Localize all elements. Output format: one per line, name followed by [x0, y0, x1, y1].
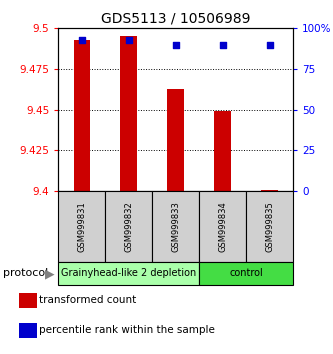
Bar: [214, 112, 231, 191]
Text: GSM999833: GSM999833: [171, 201, 180, 252]
Bar: [105, 191, 152, 262]
Bar: [199, 262, 293, 285]
Bar: [167, 88, 184, 191]
Bar: [121, 36, 137, 191]
Point: [267, 42, 272, 47]
Text: GSM999834: GSM999834: [218, 201, 227, 252]
Bar: [58, 262, 199, 285]
Point: [126, 37, 131, 42]
Point: [220, 42, 225, 47]
Point: [173, 42, 178, 47]
Text: GSM999835: GSM999835: [265, 201, 274, 252]
Text: percentile rank within the sample: percentile rank within the sample: [39, 325, 214, 335]
Text: GSM999831: GSM999831: [77, 201, 86, 252]
Bar: [199, 191, 246, 262]
Text: Grainyhead-like 2 depletion: Grainyhead-like 2 depletion: [61, 268, 196, 279]
Bar: [246, 191, 293, 262]
Text: GSM999832: GSM999832: [124, 201, 133, 252]
Bar: [152, 191, 199, 262]
Text: protocol: protocol: [3, 268, 49, 279]
Bar: [261, 189, 278, 191]
Bar: [19, 323, 37, 338]
Bar: [58, 191, 105, 262]
Bar: [74, 40, 90, 191]
Text: transformed count: transformed count: [39, 295, 136, 305]
Title: GDS5113 / 10506989: GDS5113 / 10506989: [101, 12, 250, 26]
Point: [79, 37, 84, 42]
Text: control: control: [229, 268, 263, 279]
Bar: [19, 293, 37, 308]
Text: ▶: ▶: [45, 267, 55, 280]
